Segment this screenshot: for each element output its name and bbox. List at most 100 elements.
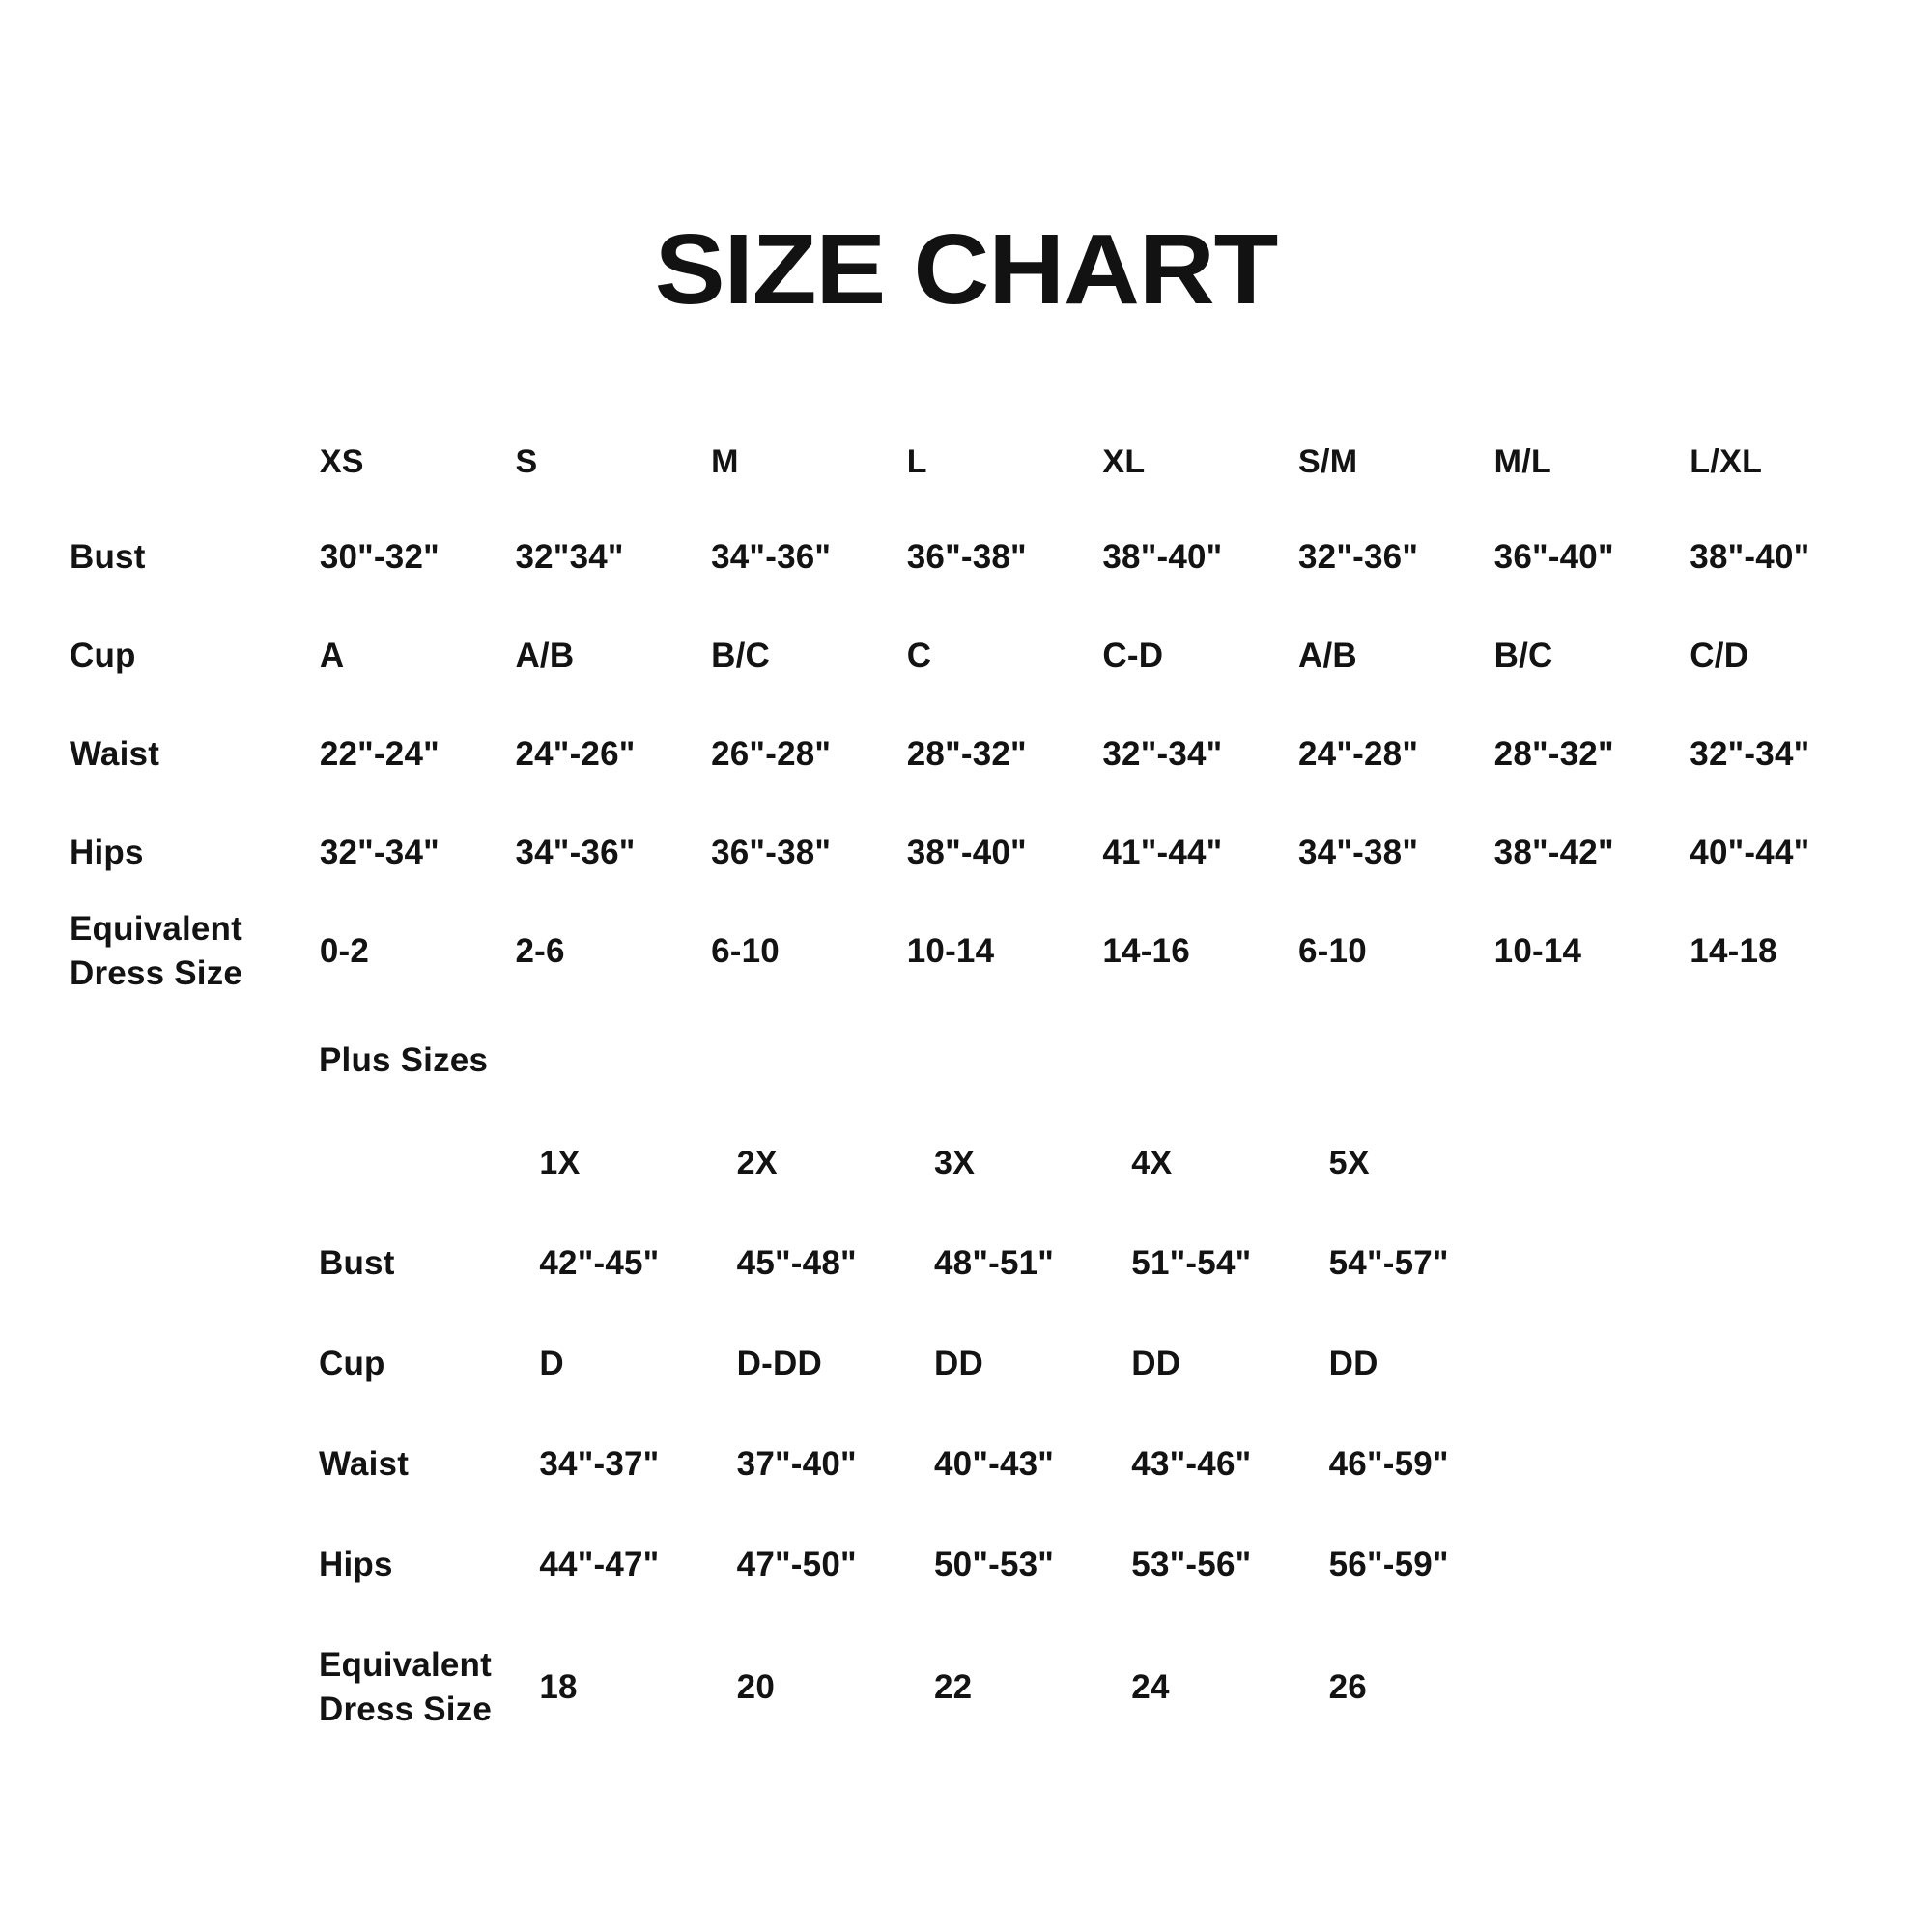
plus-cell-hips-4x: 53"-56"	[1131, 1546, 1252, 1583]
cell-cup-s: A/B	[515, 637, 575, 674]
column-header-m: M	[711, 442, 739, 480]
table-row: Waist 22"-24" 24"-26" 26"-28" 28"-32" 32…	[70, 705, 1886, 804]
cell-dress-size-l: 10-14	[906, 932, 995, 970]
row-label-waist: Waist	[70, 735, 160, 773]
cell-dress-size-l-xl: 14-18	[1690, 932, 1777, 970]
plus-row-label-equivalent-dress-size: Equivalent Dress Size	[319, 1615, 539, 1760]
row-label-equivalent-dress-size: Equivalent Dress Size	[70, 902, 320, 1001]
plus-cell-waist-1x: 34"-37"	[539, 1445, 660, 1483]
cell-waist-l: 28"-32"	[906, 735, 1027, 773]
table-row: Waist 34"-37" 37"-40" 40"-43" 43"-46" 46…	[319, 1414, 1526, 1515]
plus-cell-bust-1x: 42"-45"	[539, 1244, 660, 1282]
cell-bust-s-m: 32"-36"	[1298, 538, 1419, 576]
cell-hips-s-m: 34"-38"	[1298, 834, 1419, 871]
cell-hips-xl: 41"-44"	[1102, 834, 1223, 871]
plus-cell-cup-2x: D-DD	[736, 1345, 822, 1382]
cell-cup-m: B/C	[711, 637, 770, 674]
column-header-l: L	[906, 442, 927, 480]
plus-cell-cup-5x: DD	[1328, 1345, 1378, 1382]
cell-bust-xl: 38"-40"	[1102, 538, 1223, 576]
plus-header-corner-cell	[319, 1113, 539, 1213]
plus-cell-bust-5x: 54"-57"	[1328, 1244, 1449, 1282]
plus-row-label-bust: Bust	[319, 1244, 395, 1282]
plus-cell-dress-size-1x: 18	[539, 1668, 578, 1706]
plus-cell-waist-2x: 37"-40"	[736, 1445, 857, 1483]
row-label-line-1: Equivalent	[70, 909, 242, 948]
plus-row-label-hips: Hips	[319, 1546, 393, 1583]
cell-bust-l: 36"-38"	[906, 538, 1027, 576]
plus-column-header-5x: 5X	[1328, 1144, 1370, 1181]
cell-cup-l: C	[906, 637, 932, 674]
cell-dress-size-s-m: 6-10	[1298, 932, 1367, 970]
cell-waist-l-xl: 32"-34"	[1690, 735, 1810, 773]
plus-row-label-line-1: Equivalent	[319, 1645, 492, 1684]
plus-cell-cup-1x: D	[539, 1345, 564, 1382]
cell-hips-l: 38"-40"	[906, 834, 1027, 871]
plus-cell-cup-3x: DD	[933, 1345, 983, 1382]
plus-cell-dress-size-3x: 22	[933, 1668, 973, 1706]
cell-cup-m-l: B/C	[1493, 637, 1553, 674]
cell-hips-m-l: 38"-42"	[1493, 834, 1614, 871]
column-header-s: S	[515, 442, 538, 480]
cell-waist-xs: 22"-24"	[319, 735, 440, 773]
plus-cell-cup-4x: DD	[1131, 1345, 1181, 1382]
cell-dress-size-m-l: 10-14	[1493, 932, 1582, 970]
table-row: Cup D D-DD DD DD DD	[319, 1314, 1526, 1414]
table-row: Bust 30"-32" 32"34" 34"-36" 36"-38" 38"-…	[70, 508, 1886, 607]
plus-cell-waist-3x: 40"-43"	[933, 1445, 1055, 1483]
page-title-container: SIZE CHART	[0, 153, 1932, 385]
table-row: Equivalent Dress Size 0-2 2-6 6-10 10-14…	[70, 902, 1886, 1001]
cell-cup-xl: C-D	[1102, 637, 1164, 674]
plus-column-header-3x: 3X	[933, 1144, 976, 1181]
plus-cell-dress-size-4x: 24	[1131, 1668, 1170, 1706]
cell-bust-l-xl: 38"-40"	[1690, 538, 1810, 576]
plus-row-label-line-2: Dress Size	[319, 1690, 493, 1728]
plus-cell-hips-2x: 47"-50"	[736, 1546, 857, 1583]
plus-row-label-waist: Waist	[319, 1445, 410, 1483]
cell-cup-xs: A	[319, 637, 345, 674]
cell-waist-xl: 32"-34"	[1102, 735, 1223, 773]
plus-cell-hips-3x: 50"-53"	[933, 1546, 1055, 1583]
row-label-line-2: Dress Size	[70, 954, 243, 992]
cell-bust-s: 32"34"	[515, 538, 624, 576]
table-header-row: XS S M L XL S/M M/L L/XL	[70, 415, 1886, 508]
table-row: Bust 42"-45" 45"-48" 48"-51" 51"-54" 54"…	[319, 1213, 1526, 1314]
plus-cell-hips-5x: 56"-59"	[1328, 1546, 1449, 1583]
row-label-hips: Hips	[70, 834, 144, 871]
table-row: Hips 32"-34" 34"-36" 36"-38" 38"-40" 41"…	[70, 804, 1886, 902]
cell-hips-xs: 32"-34"	[319, 834, 440, 871]
plus-cell-bust-3x: 48"-51"	[933, 1244, 1055, 1282]
cell-waist-m: 26"-28"	[711, 735, 832, 773]
column-header-xs: XS	[319, 442, 364, 480]
plus-cell-waist-4x: 43"-46"	[1131, 1445, 1252, 1483]
plus-table-header-row: 1X 2X 3X 4X 5X	[319, 1113, 1526, 1213]
plus-column-header-4x: 4X	[1131, 1144, 1173, 1181]
cell-hips-l-xl: 40"-44"	[1690, 834, 1810, 871]
column-header-s-m: S/M	[1298, 442, 1358, 480]
plus-cell-dress-size-2x: 20	[736, 1668, 776, 1706]
cell-waist-m-l: 28"-32"	[1493, 735, 1614, 773]
plus-column-header-1x: 1X	[539, 1144, 581, 1181]
page-title: SIZE CHART	[654, 213, 1279, 325]
cell-hips-m: 36"-38"	[711, 834, 832, 871]
plus-row-label-cup: Cup	[319, 1345, 385, 1382]
plus-cell-dress-size-5x: 26	[1328, 1668, 1367, 1706]
cell-cup-s-m: A/B	[1298, 637, 1357, 674]
table-row: Cup A A/B B/C C C-D A/B B/C C/D	[70, 607, 1886, 705]
row-label-bust: Bust	[70, 538, 146, 576]
plus-size-table: 1X 2X 3X 4X 5X Bust 42"-45" 45"-48" 48"-…	[319, 1113, 1526, 1760]
plus-cell-waist-5x: 46"-59"	[1328, 1445, 1449, 1483]
header-corner-cell	[70, 415, 320, 508]
plus-cell-hips-1x: 44"-47"	[539, 1546, 660, 1583]
row-label-cup: Cup	[70, 637, 136, 674]
cell-dress-size-xs: 0-2	[319, 932, 369, 970]
plus-column-header-2x: 2X	[736, 1144, 778, 1181]
cell-bust-m: 34"-36"	[711, 538, 832, 576]
table-row: Hips 44"-47" 47"-50" 50"-53" 53"-56" 56"…	[319, 1515, 1526, 1615]
cell-waist-s-m: 24"-28"	[1298, 735, 1419, 773]
cell-waist-s: 24"-26"	[515, 735, 636, 773]
standard-size-table: XS S M L XL S/M M/L L/XL Bust 30"-32" 32…	[70, 415, 1886, 1001]
cell-cup-l-xl: C/D	[1690, 637, 1749, 674]
plus-sizes-heading: Plus Sizes	[319, 1041, 489, 1079]
